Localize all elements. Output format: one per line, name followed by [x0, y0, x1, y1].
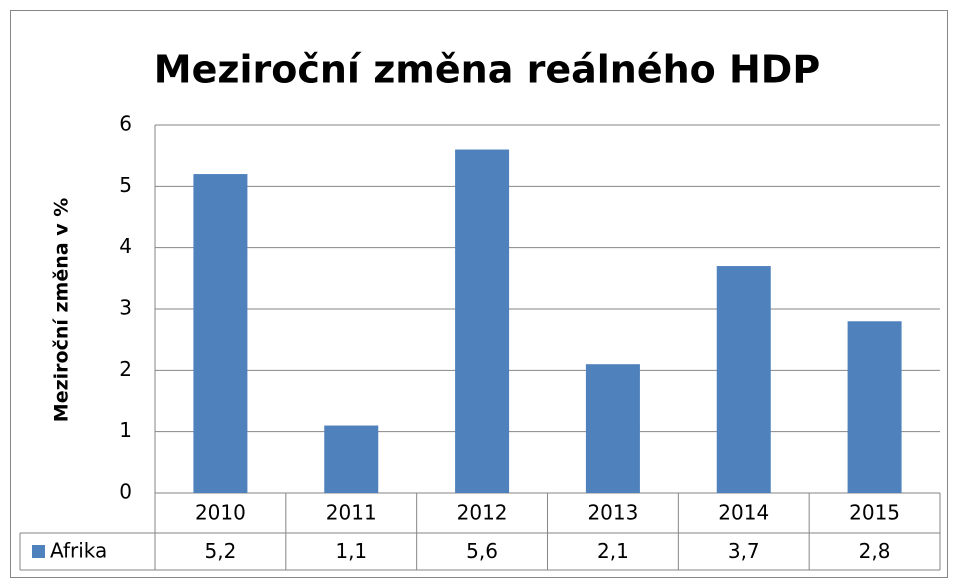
bar	[585, 364, 640, 493]
chart-title: Meziroční změna reálného HDP	[154, 48, 820, 92]
x-tick-label: 2015	[849, 501, 900, 525]
bar	[716, 266, 771, 493]
x-tick-label: 2012	[457, 501, 508, 525]
y-tick-label: 1	[119, 418, 132, 442]
y-tick-label: 2	[119, 357, 132, 381]
table-value: 1,1	[335, 539, 367, 563]
bar	[455, 149, 510, 494]
table-value: 5,2	[205, 539, 237, 563]
y-tick-label: 3	[119, 296, 132, 320]
table-value: 2,1	[597, 539, 629, 563]
y-tick-label: 5	[119, 173, 132, 197]
y-tick-label: 4	[119, 234, 132, 258]
bar	[193, 174, 248, 494]
x-tick-label: 2013	[587, 501, 638, 525]
table-value: 5,6	[466, 539, 498, 563]
bar	[324, 425, 379, 493]
legend-swatch	[32, 545, 45, 558]
x-tick-label: 2011	[326, 501, 377, 525]
y-axis-label: Meziroční změna v %	[51, 198, 73, 422]
x-tick-label: 2014	[718, 501, 769, 525]
x-tick-label: 2010	[195, 501, 246, 525]
legend-label: Afrika	[50, 539, 107, 563]
y-tick-label: 6	[119, 112, 132, 136]
bar	[847, 321, 902, 493]
y-tick-label: 0	[119, 480, 132, 504]
table-value: 2,8	[859, 539, 891, 563]
table-value: 3,7	[728, 539, 760, 563]
